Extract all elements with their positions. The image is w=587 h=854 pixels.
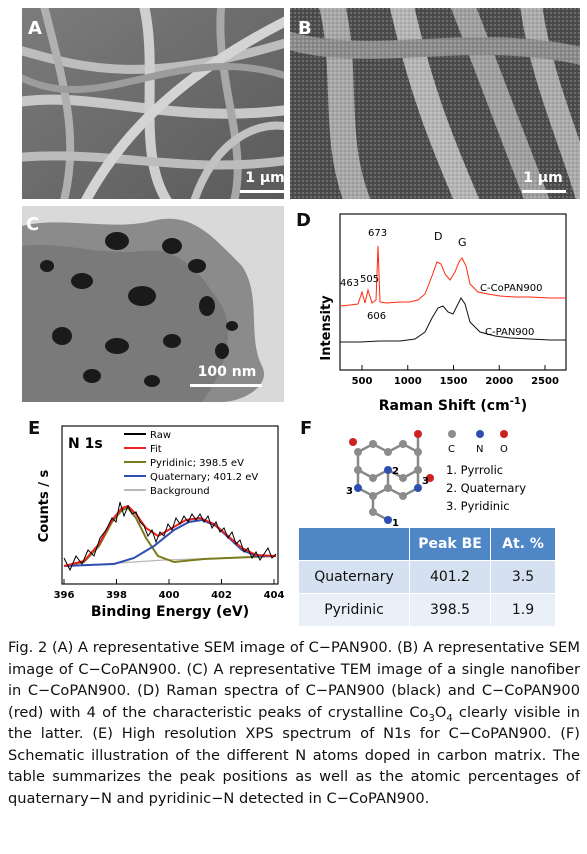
tick-label: 398	[106, 590, 127, 601]
atom-legend-c: C	[448, 444, 455, 455]
raman-x-ticks: 500 1000 1500 2000 2500	[352, 365, 559, 387]
tick-label: 396	[54, 590, 75, 601]
n-doping-schematic: 2 3 3 1 C N O 1. Pyrrolic 2. Quaternary …	[346, 430, 526, 527]
scale-bar-b-label: 1 μm	[523, 170, 563, 186]
xps-raw	[63, 501, 277, 572]
xps-legend-fit: Fit	[150, 444, 162, 455]
xps-pyridinic	[63, 506, 277, 567]
raman-peak-606: 606	[367, 311, 386, 322]
raman-peak-d: D	[434, 230, 442, 243]
raman-series-label-c-copan900: C-CoPAN900	[480, 283, 543, 294]
atom-legend-n: N	[476, 444, 483, 455]
tick-label: 2500	[531, 376, 559, 387]
figure-caption: Fig. 2 (A) A representative SEM image of…	[8, 639, 580, 807]
panel-d-label: D	[296, 210, 311, 231]
atom-legend-o: O	[500, 444, 508, 455]
peak-table: Peak BE At. % Quaternary 401.2 3.5 Pyrid…	[298, 527, 556, 627]
xps-xlabel: Binding Energy (eV)	[91, 604, 249, 620]
scale-bar-c	[190, 384, 262, 387]
tick-label: 400	[159, 590, 180, 601]
xps-legend: Raw Fit Pyridinic; 398.5 eV Quaternary; …	[124, 430, 258, 497]
raman-xlabel: Raman Shift (cm-1)	[379, 396, 527, 414]
raman-series-label-c-pan900: C-PAN900	[485, 327, 534, 338]
tick-label: 500	[352, 376, 373, 387]
table-header-cell: At. %	[490, 527, 556, 561]
xps-title: N 1s	[68, 436, 103, 452]
table-cell: 398.5	[409, 593, 491, 627]
table-cell: 401.2	[409, 560, 491, 594]
xps-legend-raw: Raw	[150, 430, 171, 441]
tick-label: 2000	[485, 376, 513, 387]
panel-f-label: F	[300, 418, 313, 439]
table-cell: Quaternary	[298, 560, 410, 594]
site-label-2: 2	[392, 466, 399, 477]
sem-image-a	[22, 8, 284, 199]
scale-bar-a	[240, 190, 284, 193]
sem-image-b	[290, 8, 580, 199]
tick-label: 1500	[440, 376, 468, 387]
xps-ylabel: Counts / s	[37, 470, 52, 543]
tem-image-c	[22, 206, 284, 402]
table-header-cell: Peak BE	[409, 527, 491, 561]
scale-bar-a-label: 1 μm	[245, 170, 284, 186]
xps-x-ticks: 396 398 400 402 404	[54, 579, 285, 601]
tick-label: 404	[264, 590, 285, 601]
xps-legend-pyridinic: Pyridinic; 398.5 eV	[150, 458, 244, 469]
table-row: Quaternary 401.2 3.5	[298, 560, 556, 594]
graphene-lattice	[356, 434, 420, 522]
site-label-3b: 3	[346, 486, 353, 497]
tick-label: 402	[211, 590, 232, 601]
panel-a-sem-image: A 1 μm	[22, 8, 284, 199]
atom-legend: C N O	[448, 430, 508, 455]
scale-bar-b	[522, 190, 566, 193]
panel-c-tem-image: C 100 nm	[22, 206, 284, 402]
lattice-atoms	[349, 430, 434, 524]
scale-bar-c-label: 100 nm	[197, 364, 257, 380]
raman-peak-g: G	[458, 236, 467, 249]
table-header-cell	[298, 527, 410, 561]
type-pyrrolic: 1. Pyrrolic	[446, 463, 503, 477]
raman-chart: Intensity Raman Shift (cm-1) 500 1000 1500…	[319, 213, 567, 414]
panel-a-label: A	[28, 18, 42, 39]
table-cell: 1.9	[490, 593, 556, 627]
type-quaternary: 2. Quaternary	[446, 481, 526, 495]
raman-ylabel: Intensity	[319, 295, 334, 361]
site-label-1: 1	[392, 518, 399, 527]
raman-peak-673: 673	[368, 228, 387, 239]
xps-legend-quaternary: Quaternary; 401.2 eV	[150, 472, 258, 483]
panel-c-label: C	[26, 214, 40, 235]
raman-peak-505: 505	[360, 274, 379, 285]
type-pyridinic: 3. Pyridinic	[446, 499, 510, 513]
raman-series-c-copan900	[339, 245, 566, 307]
xps-chart: N 1s Counts / s Binding Energy (eV) 396 3…	[37, 425, 285, 620]
panel-b-sem-image: B 1 μm	[290, 8, 580, 199]
raman-series-c-pan900	[340, 297, 566, 343]
tick-label: 1000	[394, 376, 422, 387]
xps-plot-frame	[61, 425, 279, 585]
site-label-3a: 3	[422, 476, 429, 487]
raman-peak-463: 463	[340, 278, 359, 289]
panel-b-label: B	[298, 18, 312, 39]
xps-legend-background: Background	[150, 486, 210, 497]
table-row: Pyridinic 398.5 1.9	[298, 593, 556, 627]
table-header-row: Peak BE At. %	[298, 527, 556, 561]
table-cell: 3.5	[490, 560, 556, 594]
panel-e-label: E	[28, 418, 41, 439]
table-cell: Pyridinic	[298, 593, 410, 627]
